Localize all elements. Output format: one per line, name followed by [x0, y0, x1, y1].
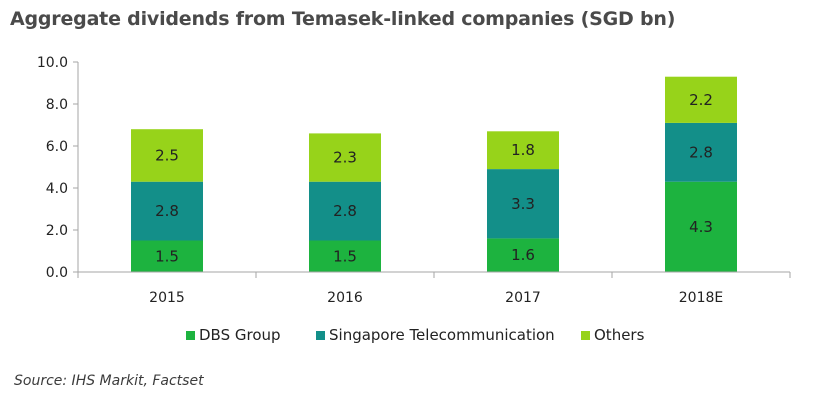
y-tick-label: 6.0 [46, 139, 68, 155]
bar-segment [665, 76, 737, 123]
data-label: 2.8 [333, 202, 357, 220]
data-label: 2.8 [155, 202, 179, 220]
bar-segment [131, 181, 203, 241]
y-tick-label: 4.0 [46, 181, 68, 197]
bar-group-2017: 1.6 3.3 1.8 [487, 131, 559, 272]
bar-segment [487, 238, 559, 272]
x-tick-label: 2017 [505, 290, 541, 306]
bar-group-2015: 1.5 2.8 2.5 [131, 129, 203, 272]
legend-swatch [316, 331, 325, 340]
data-label: 2.3 [333, 149, 357, 167]
data-label: 2.2 [689, 91, 713, 109]
y-tick-label: 8.0 [46, 97, 68, 113]
source-note: Source: IHS Markit, Factset [14, 373, 204, 389]
x-tick-label: 2015 [149, 290, 185, 306]
x-tick-label: 2018E [679, 290, 723, 306]
chart-title: Aggregate dividends from Temasek-linked … [10, 8, 676, 30]
legend-label: DBS Group [199, 326, 281, 344]
legend-item: Others [581, 326, 645, 344]
data-label: 4.3 [689, 218, 713, 236]
bar-segment [131, 240, 203, 272]
y-tick-label: 2.0 [46, 223, 68, 239]
x-axis: 2015 2016 2017 2018E [77, 271, 791, 306]
legend-label: Singapore Telecommunication [329, 326, 555, 344]
data-label: 2.5 [155, 146, 179, 164]
legend-swatch [581, 331, 590, 340]
bar-group-2018E: 4.3 2.8 2.2 [665, 76, 737, 272]
bar-segment [665, 122, 737, 182]
data-label: 1.6 [511, 246, 535, 264]
data-label: 1.5 [155, 247, 179, 265]
bar-segment [309, 133, 381, 182]
bar-group-2016: 1.5 2.8 2.3 [309, 133, 381, 272]
bar-segment [309, 240, 381, 272]
legend: DBS Group Singapore Telecommunication Othe… [186, 326, 645, 344]
bar-segment [131, 129, 203, 182]
data-label: 1.8 [511, 141, 535, 159]
legend-item: Singapore Telecommunication [316, 326, 555, 344]
bars: 1.5 2.8 2.5 1.5 2.8 2.3 1.6 3.3 1.8 4.3 2.8 2.2 [131, 76, 737, 272]
data-label: 3.3 [511, 195, 535, 213]
data-label: 2.8 [689, 143, 713, 161]
data-label: 1.5 [333, 247, 357, 265]
legend-item: DBS Group [186, 326, 281, 344]
legend-label: Others [594, 326, 645, 344]
x-tick-label: 2016 [327, 290, 363, 306]
bar-segment [487, 169, 559, 239]
y-axis: 0.0 2.0 4.0 6.0 8.0 10.0 [37, 55, 79, 281]
bar-segment [487, 131, 559, 170]
bar-segment [665, 181, 737, 272]
legend-swatch [186, 331, 195, 340]
y-tick-label: 0.0 [46, 265, 68, 281]
y-tick-label: 10.0 [37, 55, 68, 71]
bar-segment [309, 181, 381, 241]
